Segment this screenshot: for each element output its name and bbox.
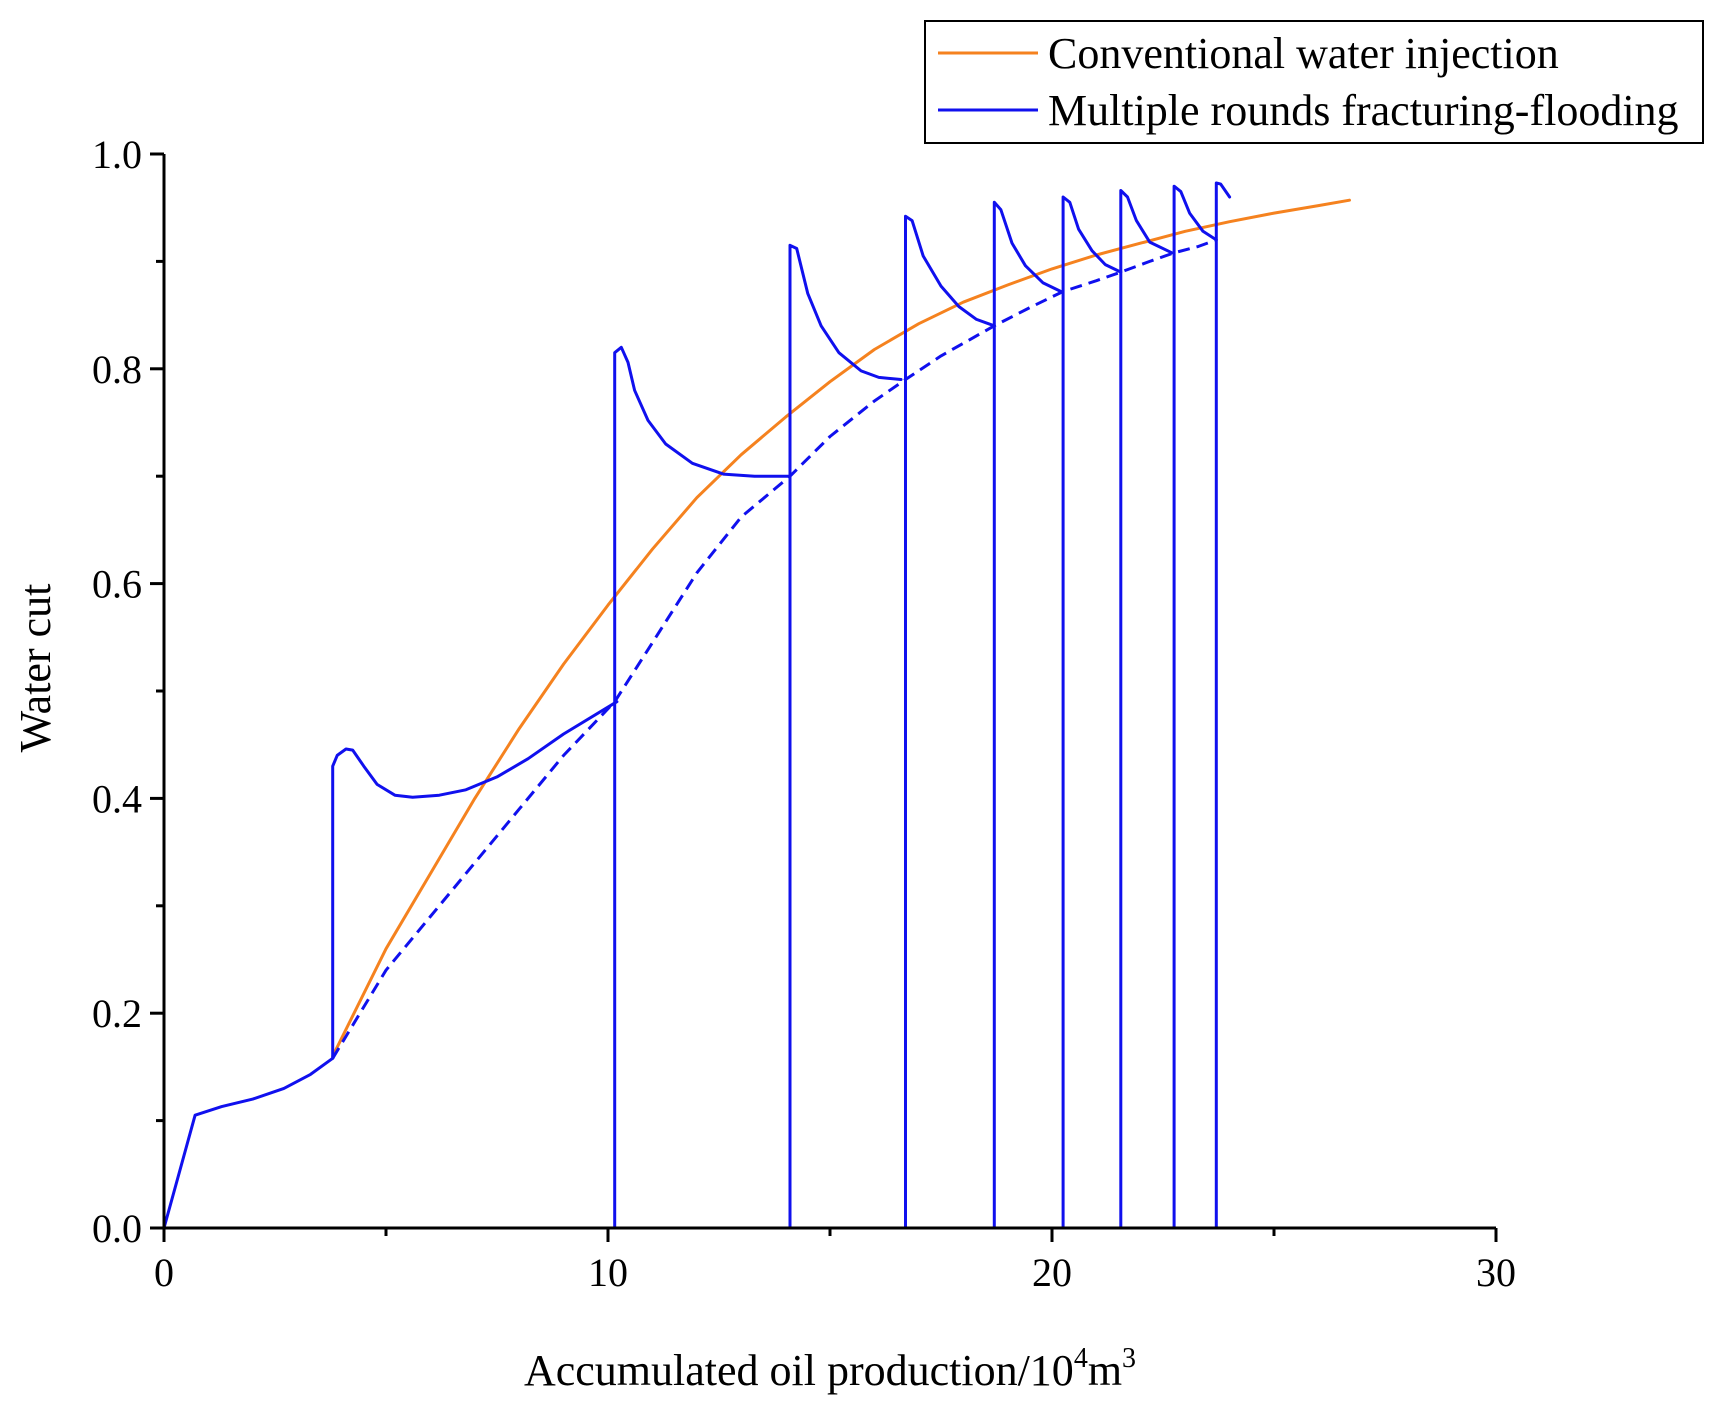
x-axis-title-exponent: 4	[1074, 1343, 1088, 1374]
x-tick-label: 10	[588, 1250, 628, 1295]
series-fracturing-flooding-segment-6	[992, 200, 1063, 1230]
x-axis-title-main: Accumulated oil production/10	[524, 1346, 1074, 1395]
series-layer	[162, 181, 1351, 1230]
y-tick-label: 0.0	[92, 1206, 142, 1251]
series-fracturing-flooding-segment-7	[1061, 195, 1123, 1230]
legend-label-conventional: Conventional water injection	[1048, 29, 1559, 78]
series-fracturing-flooding-segment-8	[1119, 189, 1174, 1230]
axes-layer	[162, 154, 1496, 1230]
legend: Conventional water injection Multiple ro…	[924, 20, 1704, 144]
series-fracturing-flooding-trend-line	[331, 238, 1217, 1060]
series-fracturing-flooding-segment-2	[331, 700, 619, 1060]
series-fracturing-flooding-segment-9	[1172, 184, 1218, 1230]
legend-box	[924, 20, 1704, 144]
ticks-layer: 0 10 20 30 0.0 0.2 0.4 0.6 0.8 1.0	[92, 132, 1516, 1295]
y-tick-label: 0.6	[92, 562, 142, 607]
x-tick-label: 0	[154, 1250, 174, 1295]
series-fracturing-flooding-segment-1	[162, 1056, 335, 1230]
series-conventional-water-injection-line	[331, 198, 1351, 1058]
series-fracturing-flooding-segment-4	[788, 243, 903, 1230]
y-tick-label: 0.2	[92, 991, 142, 1036]
x-axis-title-unit-exponent: 3	[1122, 1343, 1136, 1374]
x-axis-title: Accumulated oil production/104m3	[524, 1343, 1136, 1395]
x-tick-label: 20	[1032, 1250, 1072, 1295]
x-tick-label: 30	[1476, 1250, 1516, 1295]
legend-label-fracturing: Multiple rounds fracturing-flooding	[1048, 86, 1679, 135]
series-fracturing-flooding-segment-5	[904, 214, 996, 1230]
y-tick-label: 0.4	[92, 776, 142, 821]
y-axis-title: Water cut	[11, 584, 60, 753]
y-tick-label: 1.0	[92, 132, 142, 177]
y-tick-label: 0.8	[92, 347, 142, 392]
series-fracturing-flooding-segment-10	[1214, 181, 1232, 1230]
series-fracturing-flooding-segment-3	[613, 345, 792, 1230]
x-axis-title-unit: m	[1088, 1346, 1122, 1395]
